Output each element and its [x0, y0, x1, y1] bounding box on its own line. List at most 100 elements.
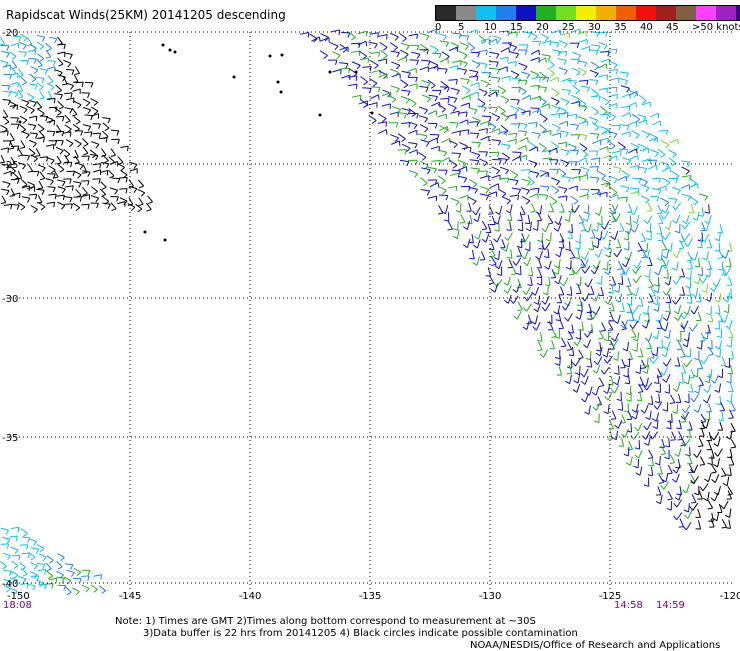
- wind-barb: [597, 166, 598, 171]
- wind-barb: [395, 37, 398, 41]
- wind-barb: [434, 169, 436, 173]
- wind-barb: [492, 175, 500, 178]
- wind-barb: [26, 135, 29, 139]
- wind-barb: [568, 144, 576, 147]
- wind-barb: [121, 167, 125, 170]
- wind-barb: [460, 195, 468, 198]
- wind-barb: [529, 33, 532, 37]
- wind-barb: [458, 112, 467, 113]
- wind-barb: [663, 346, 667, 349]
- wind-barb: [58, 187, 66, 189]
- wind-barb: [631, 337, 636, 338]
- grid-lines: [7, 32, 735, 590]
- wind-barb: [474, 110, 477, 114]
- wind-barb: [577, 150, 579, 155]
- wind-barb: [508, 62, 517, 64]
- wind-barb: [488, 122, 495, 127]
- wind-barb: [351, 43, 360, 44]
- wind-barb: [690, 447, 691, 456]
- wind-barb: [31, 67, 38, 70]
- wind-barb: [10, 52, 17, 57]
- wind-barb: [22, 197, 30, 198]
- wind-barb: [618, 420, 622, 428]
- wind-barb: [583, 344, 587, 347]
- wind-barb: [572, 347, 573, 356]
- wind-barb: [545, 285, 550, 286]
- wind-barb: [81, 131, 83, 136]
- wind-barb: [473, 211, 476, 215]
- wind-barb: [47, 569, 51, 571]
- wind-barb: [659, 267, 662, 275]
- wind-barb: [91, 196, 99, 198]
- wind-barb: [7, 544, 8, 549]
- wind-barb: [56, 85, 62, 90]
- wind-barb: [533, 228, 538, 230]
- wind-barb: [620, 293, 622, 302]
- wind-barb: [633, 306, 638, 313]
- wind-barb: [621, 132, 630, 134]
- wind-barb: [605, 396, 608, 400]
- wind-barb: [448, 98, 449, 103]
- wind-barb: [608, 405, 609, 414]
- wind-barb: [638, 423, 642, 431]
- wind-barb: [72, 186, 73, 191]
- wind-barb: [88, 126, 91, 130]
- wind-barb: [613, 359, 618, 361]
- wind-barb: [610, 187, 617, 193]
- wind-barb: [668, 465, 672, 473]
- wind-barb: [461, 214, 465, 222]
- wind-barb: [521, 256, 525, 259]
- wind-barb: [722, 519, 726, 527]
- wind-barb: [634, 265, 638, 269]
- wind-barb: [559, 113, 568, 114]
- wind-barb: [427, 191, 429, 195]
- wind-barb: [665, 336, 669, 338]
- wind-barb: [438, 176, 445, 181]
- wind-barb: [521, 72, 530, 75]
- wind-barb: [649, 450, 653, 458]
- wind-barb: [586, 158, 587, 163]
- wind-barb: [64, 149, 70, 154]
- wind-barb: [555, 364, 560, 366]
- wind-barb: [569, 178, 571, 183]
- wind-barb: [444, 130, 448, 133]
- wind-barb: [682, 287, 684, 296]
- wind-barb: [74, 197, 82, 198]
- wind-barb: [139, 198, 143, 205]
- wind-barb: [575, 258, 580, 259]
- wind-barb: [731, 439, 736, 447]
- wind-barb: [694, 394, 699, 402]
- wind-barb: [403, 38, 407, 41]
- wind-barb: [610, 78, 619, 80]
- wind-barb: [408, 130, 416, 133]
- wind-barb: [545, 242, 550, 249]
- wind-barb: [688, 239, 692, 247]
- wind-barb: [119, 177, 127, 178]
- wind-barb: [542, 102, 546, 105]
- wind-barb: [727, 400, 732, 402]
- wind-barb: [517, 311, 521, 319]
- wind-barb: [652, 432, 657, 439]
- wind-barb: [508, 285, 512, 293]
- wind-barb: [597, 402, 601, 410]
- wind-barb: [603, 391, 607, 394]
- wind-barb: [487, 129, 488, 134]
- wind-barb: [48, 194, 56, 195]
- wind-barb: [494, 230, 499, 231]
- wind-barb: [580, 189, 589, 190]
- wind-barb: [666, 473, 668, 482]
- wind-barb: [90, 154, 98, 155]
- wind-barb: [498, 152, 499, 157]
- wind-barb: [550, 74, 554, 77]
- wind-barb: [442, 139, 450, 143]
- wind-barb: [524, 66, 527, 70]
- wind-barb: [661, 495, 663, 504]
- wind-barb: [522, 196, 530, 200]
- wind-barb: [477, 155, 480, 159]
- wind-barb: [531, 267, 532, 276]
- wind-barb: [614, 65, 617, 69]
- wind-barb: [698, 446, 703, 447]
- wind-barb: [615, 385, 619, 393]
- wind-barb: [53, 144, 54, 149]
